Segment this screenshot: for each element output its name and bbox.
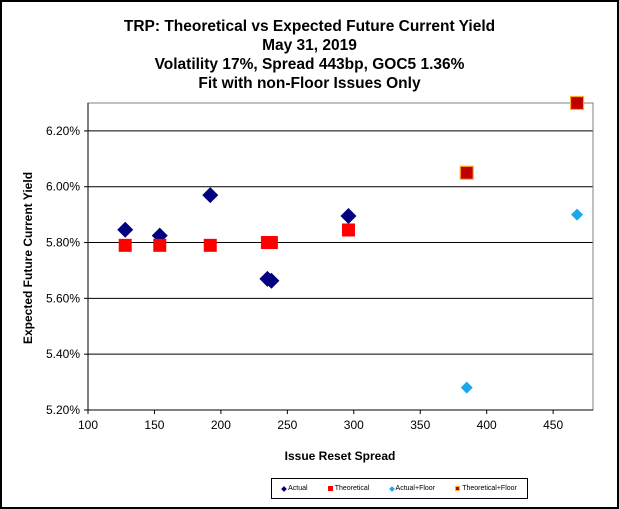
y-tick-label: 5.40% (46, 347, 80, 361)
y-ticks: 5.20% 5.40% 5.60% 5.80% 6.00% 6.20% (46, 124, 88, 417)
data-point-diamond (117, 221, 134, 238)
legend-label: Actual (288, 485, 308, 492)
x-tick-label: 300 (344, 418, 364, 432)
x-tick-label: 100 (78, 418, 98, 432)
legend-item-actual-floor: Actual+Floor (388, 485, 436, 492)
legend-label: Theoretical+Floor (462, 485, 517, 492)
title-line-1: TRP: Theoretical vs Expected Future Curr… (123, 18, 496, 35)
y-tick-label: 6.00% (46, 180, 80, 194)
legend-label: Actual+Floor (395, 485, 436, 492)
data-point-diamond (340, 208, 357, 225)
data-point-square (264, 236, 278, 250)
x-axis-label: Issue Reset Spread (285, 449, 396, 463)
series-theoretical (118, 223, 355, 252)
x-tick-label: 250 (277, 418, 297, 432)
y-tick-label: 5.80% (46, 236, 80, 250)
square-marker-icon (327, 486, 333, 491)
x-tick-label: 400 (477, 418, 497, 432)
legend-item-theoretical-floor: Theoretical+Floor (455, 485, 517, 492)
series-actual (117, 187, 357, 289)
data-point-diamond (460, 381, 473, 394)
data-point-square (118, 238, 132, 252)
x-tick-label: 200 (211, 418, 231, 432)
chart-title: TRP: Theoretical vs Expected Future Curr… (0, 17, 619, 93)
y-tick-label: 5.20% (46, 403, 80, 417)
y-axis-label: Expected Future Current Yield (21, 172, 35, 344)
gridlines (88, 130, 593, 355)
plot-area (87, 102, 594, 411)
title-line-3: Volatility 17%, Spread 443bp, GOC5 1.36% (154, 56, 465, 73)
x-ticks: 100 150 200 250 300 350 400 450 (78, 410, 563, 432)
legend-item-theoretical: Theoretical (327, 485, 370, 492)
legend-item-actual: Actual (281, 485, 308, 492)
data-point-square (203, 238, 217, 252)
data-point-square (459, 165, 474, 180)
data-point-diamond (202, 187, 219, 204)
y-tick-label: 5.60% (46, 291, 80, 305)
legend-label: Theoretical (334, 485, 370, 492)
data-point-square (341, 223, 355, 237)
diamond-marker-icon (388, 485, 395, 492)
series-actual-floor (460, 208, 584, 394)
data-points (117, 95, 585, 394)
title-line-4: Fit with non-Floor Issues Only (198, 75, 421, 92)
data-point-diamond (263, 272, 280, 289)
data-point-square (569, 95, 585, 111)
x-tick-label: 350 (410, 418, 430, 432)
legend: Actual Theoretical Actual+Floor Theoreti… (271, 478, 528, 499)
y-tick-label: 6.20% (46, 124, 80, 138)
x-tick-label: 450 (543, 418, 563, 432)
series-theoretical-floor (459, 95, 585, 180)
data-point-square (153, 238, 167, 252)
x-tick-label: 150 (144, 418, 164, 432)
diamond-marker-icon (281, 485, 287, 492)
data-point-diamond (571, 208, 584, 221)
square-marker-icon (455, 486, 461, 491)
title-line-2: May 31, 2019 (262, 37, 357, 54)
